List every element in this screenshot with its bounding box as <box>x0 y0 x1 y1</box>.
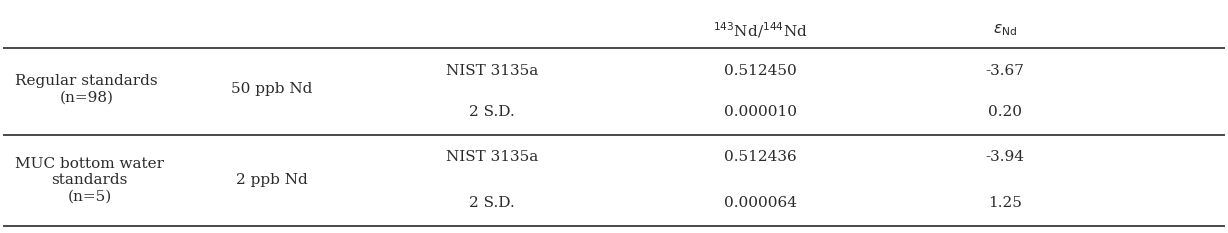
Text: 0.000010: 0.000010 <box>725 105 797 119</box>
Text: MUC bottom water
standards
(n=5): MUC bottom water standards (n=5) <box>15 157 165 203</box>
Text: $\varepsilon_{\mathrm{Nd}}$: $\varepsilon_{\mathrm{Nd}}$ <box>993 22 1017 38</box>
Text: -3.67: -3.67 <box>986 64 1024 78</box>
Text: $^{143}$Nd/$^{144}$Nd: $^{143}$Nd/$^{144}$Nd <box>713 20 808 40</box>
Text: 0.000064: 0.000064 <box>725 196 797 210</box>
Text: 2 S.D.: 2 S.D. <box>469 196 515 210</box>
Text: 2 S.D.: 2 S.D. <box>469 105 515 119</box>
Text: 2 ppb Nd: 2 ppb Nd <box>236 173 307 187</box>
Text: -3.94: -3.94 <box>986 151 1024 164</box>
Text: 1.25: 1.25 <box>989 196 1022 210</box>
Text: 0.20: 0.20 <box>989 105 1022 119</box>
Text: NIST 3135a: NIST 3135a <box>446 64 538 78</box>
Text: NIST 3135a: NIST 3135a <box>446 151 538 164</box>
Text: 50 ppb Nd: 50 ppb Nd <box>231 82 312 96</box>
Text: 0.512436: 0.512436 <box>725 151 797 164</box>
Text: 0.512450: 0.512450 <box>725 64 797 78</box>
Text: Regular standards
(n=98): Regular standards (n=98) <box>15 74 157 104</box>
